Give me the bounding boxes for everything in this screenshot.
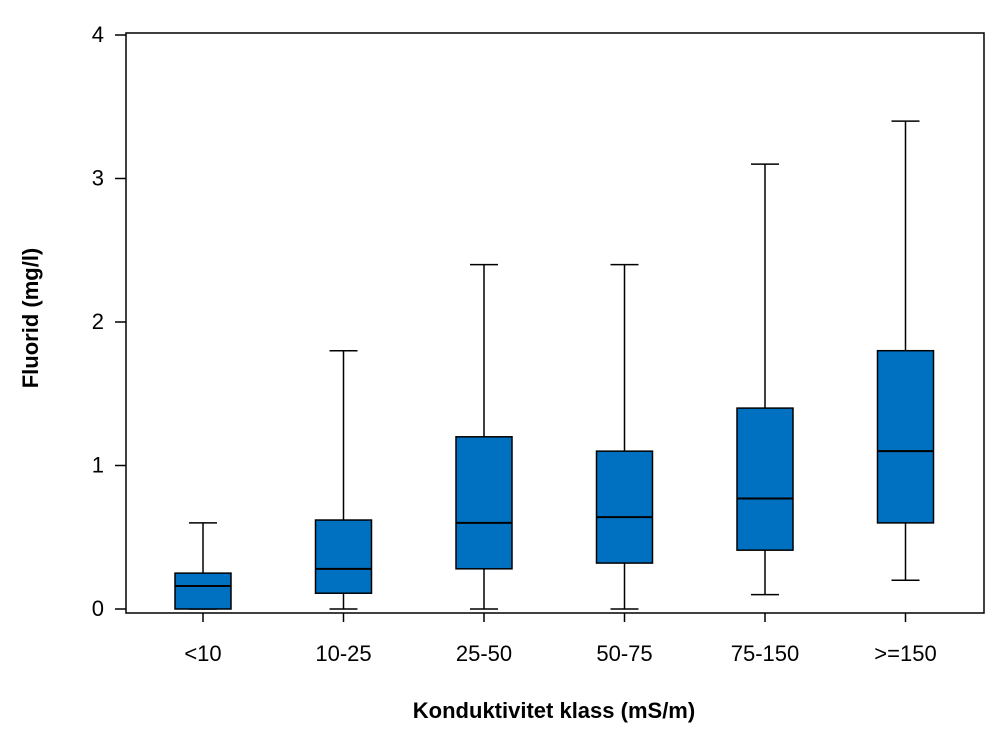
y-tick-label: 4 — [92, 22, 104, 47]
box-iqr — [595, 450, 654, 564]
x-tick-label: 25-50 — [456, 641, 512, 666]
box-iqr — [314, 519, 373, 594]
box-iqr — [876, 349, 935, 524]
box-1 — [314, 349, 373, 610]
x-tick-label: 10-25 — [315, 641, 371, 666]
y-tick-label: 3 — [92, 166, 104, 191]
boxes-group — [174, 120, 935, 610]
y-tick-label: 0 — [92, 596, 104, 621]
box-iqr — [455, 436, 513, 570]
x-tick-label: <10 — [184, 641, 221, 666]
x-tick-label: 75-150 — [731, 641, 800, 666]
box-5 — [876, 120, 935, 582]
y-axis-title: Fluorid (mg/l) — [18, 248, 43, 389]
box-2 — [455, 263, 513, 610]
x-axis-title: Konduktivitet klass (mS/m) — [413, 698, 695, 723]
y-tick-label: 2 — [92, 309, 104, 334]
x-tick-label: >=150 — [874, 641, 936, 666]
plot-frame — [125, 32, 985, 614]
y-tick-label: 1 — [92, 453, 104, 478]
y-axis: 0 1 2 3 4 — [92, 22, 126, 621]
box-3 — [595, 263, 654, 610]
x-tick-label: 50-75 — [596, 641, 652, 666]
box-4 — [736, 163, 794, 596]
x-axis: <10 10-25 25-50 50-75 75-150 >=150 — [184, 613, 937, 666]
box-iqr — [736, 407, 794, 551]
box-0 — [174, 522, 232, 610]
box-iqr — [174, 572, 232, 610]
